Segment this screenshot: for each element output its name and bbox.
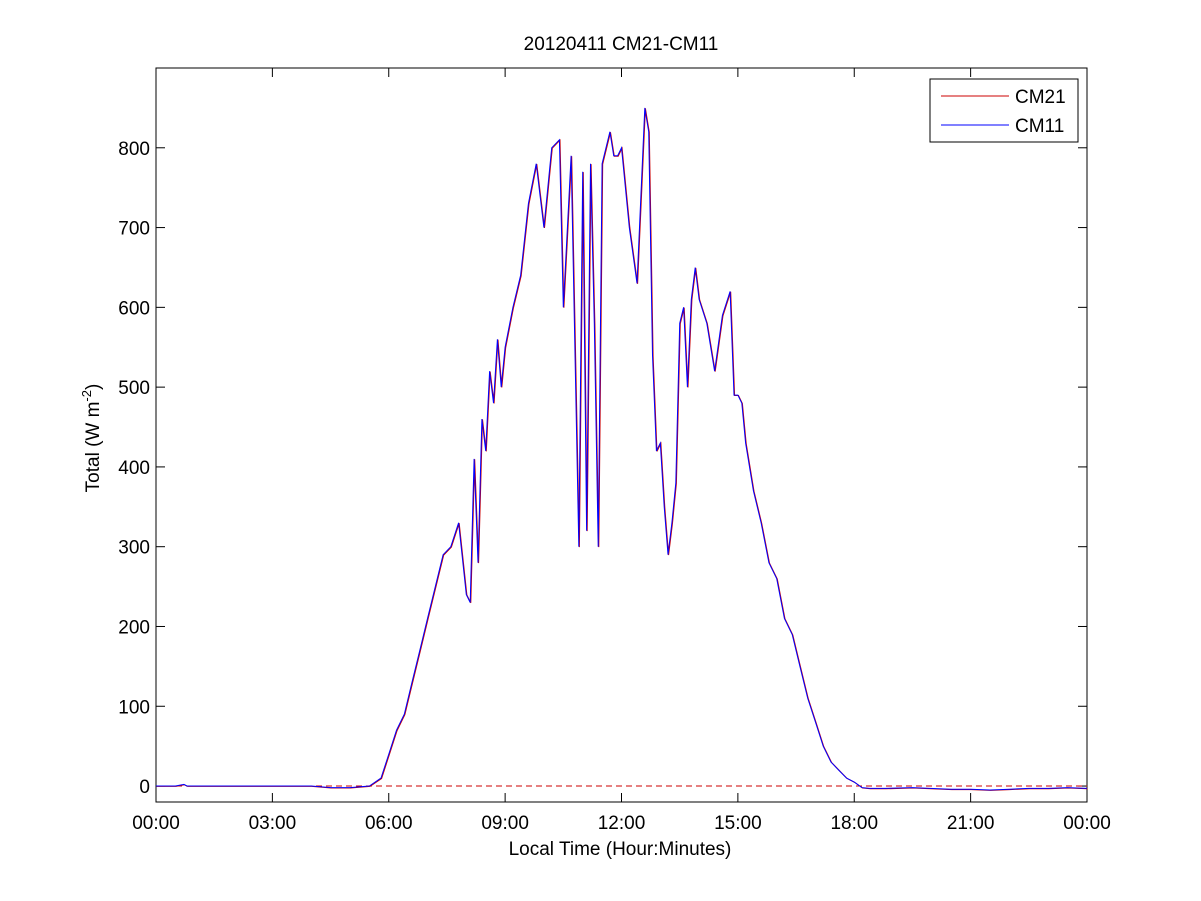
y-axis-label: Total (W m-2) bbox=[79, 384, 104, 493]
x-axis-label: Local Time (Hour:Minutes) bbox=[509, 839, 732, 860]
axes-frame bbox=[155, 67, 1088, 803]
legend: CM21 CM11 bbox=[929, 78, 1079, 143]
series-line-cm21 bbox=[156, 108, 1088, 791]
y-tick-label: 300 bbox=[118, 538, 150, 559]
y-tick-label: 800 bbox=[118, 139, 150, 160]
legend-box bbox=[929, 78, 1079, 143]
x-tick-label: 03:00 bbox=[249, 813, 297, 834]
y-tick-label: 200 bbox=[118, 617, 150, 638]
chart-title: 20120411 CM21-CM11 bbox=[524, 34, 719, 55]
y-axis-label-superscript: -2 bbox=[79, 390, 94, 402]
y-axis-label-close: ) bbox=[83, 384, 104, 390]
x-tick-label: 21:00 bbox=[947, 813, 995, 834]
x-tick-label: 18:00 bbox=[830, 813, 878, 834]
x-tick-label: 12:00 bbox=[598, 813, 646, 834]
legend-label-cm21: CM21 bbox=[1015, 87, 1066, 108]
x-tick-label: 00:00 bbox=[1063, 813, 1111, 834]
series-line-cm11 bbox=[156, 107, 1088, 791]
plot-area: 0 100 200 300 400 500 600 700 800 00:00 03:00 06:00… bbox=[118, 67, 1111, 834]
x-tick-label: 09:00 bbox=[481, 813, 529, 834]
y-tick-label: 100 bbox=[118, 697, 150, 718]
x-tick-label: 15:00 bbox=[714, 813, 762, 834]
y-tick-label: 400 bbox=[118, 458, 150, 479]
x-tick-label: 06:00 bbox=[365, 813, 413, 834]
y-tick-label: 0 bbox=[139, 777, 150, 798]
y-tick-label: 600 bbox=[118, 298, 150, 319]
y-tick-label: 500 bbox=[118, 378, 150, 399]
y-tick-label: 700 bbox=[118, 219, 150, 240]
x-tick-label: 00:00 bbox=[132, 813, 180, 834]
y-axis-label-base: Total (W m bbox=[83, 402, 104, 493]
legend-label-cm11: CM11 bbox=[1015, 116, 1064, 137]
